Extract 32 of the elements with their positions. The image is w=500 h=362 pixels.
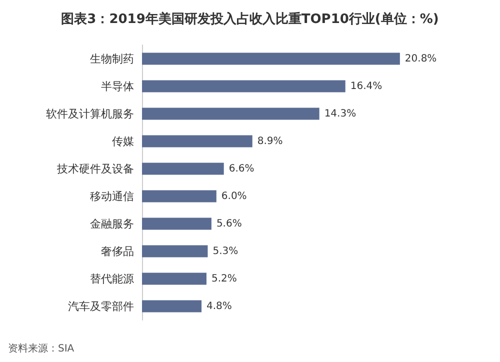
y-tick-label: 技术硬件及设备	[56, 162, 134, 176]
data-label: 6.6%	[228, 163, 254, 174]
text: 资料来源：SIA	[8, 342, 74, 354]
y-tick-label: 传媒	[112, 134, 134, 148]
data-label: 20.8%	[404, 53, 437, 64]
bar	[142, 245, 208, 258]
bar	[142, 272, 206, 285]
y-tick-label: 软件及计算机服务	[46, 107, 134, 120]
chart-title: 图表3：2019年美国研发投入占收入比重TOP10行业(单位：%)	[61, 11, 439, 27]
data-label: 5.2%	[211, 273, 237, 284]
y-tick-label: 奢侈品	[101, 244, 134, 258]
bar	[142, 135, 252, 148]
y-tick-label: 汽车及零部件	[68, 300, 134, 313]
bar	[142, 108, 320, 120]
bar	[142, 300, 202, 312]
y-tick-label: 金融服务	[90, 217, 134, 230]
bar	[142, 80, 346, 92]
bar	[142, 162, 224, 175]
data-label: 8.9%	[257, 136, 283, 147]
y-tick-label: 替代能源	[90, 272, 134, 286]
data-label: 14.3%	[324, 108, 356, 120]
data-label: 4.8%	[206, 300, 232, 312]
data-label: 6.0%	[221, 190, 247, 202]
data-label: 16.4%	[350, 80, 382, 92]
bar	[142, 218, 212, 230]
y-tick-label: 生物制药	[90, 52, 134, 66]
data-label: 5.3%	[212, 246, 238, 257]
bar	[142, 190, 216, 202]
data-label: 5.6%	[216, 218, 242, 230]
y-tick-label: 半导体	[101, 80, 134, 93]
y-tick-label: 移动通信	[90, 190, 134, 203]
bar	[142, 52, 400, 65]
